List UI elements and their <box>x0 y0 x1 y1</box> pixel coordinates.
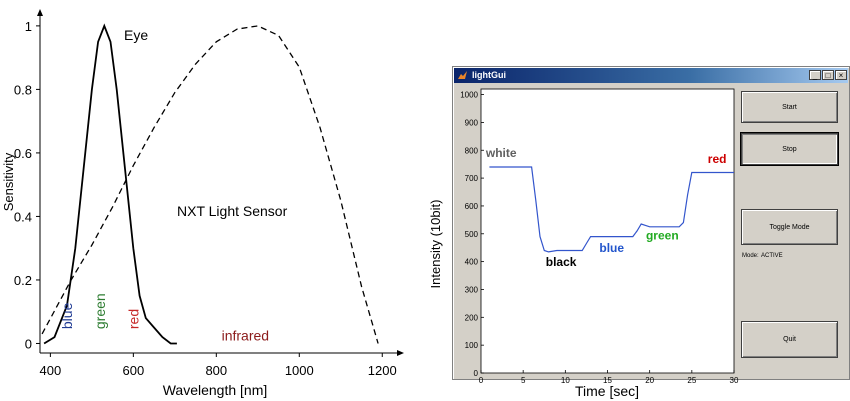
y-tick-label: 0.2 <box>14 273 32 288</box>
y-tick-label: 1 <box>25 19 32 34</box>
x-tick-label: 400 <box>40 363 62 378</box>
lightgui-window: lightGui _ □ × Start Stop Toggle Mode Mo… <box>452 66 850 380</box>
y-tick-label: 0.4 <box>14 209 32 224</box>
window-titlebar[interactable]: lightGui _ □ × <box>454 68 848 83</box>
close-button[interactable]: × <box>835 70 847 80</box>
sensitivity-chart: 400 600 800 1000 1200 0 0.2 0.4 0.6 0.8 1 blue gree… <box>1 9 404 398</box>
band-label-blue: blue <box>59 302 75 329</box>
x-tick-label: 1000 <box>285 363 314 378</box>
eye-sensitivity-line <box>43 23 177 345</box>
stop-button[interactable]: Stop <box>740 132 839 166</box>
y-tick-label: 0 <box>25 336 32 351</box>
band-label-green: green <box>92 293 108 329</box>
intensity-axis-label: Intensity (10bit) <box>428 200 443 289</box>
nxt-sensor-curve-label: NXT Light Sensor <box>177 203 288 219</box>
time-axis-label: Time [sec] <box>575 383 639 399</box>
quit-button[interactable]: Quit <box>741 321 838 358</box>
band-label-infrared: infrared <box>222 327 269 343</box>
x-tick-label: 1200 <box>368 363 397 378</box>
nxt-sensor-line <box>41 25 379 344</box>
y-tick-label: 0.8 <box>14 82 32 97</box>
minimize-button[interactable]: _ <box>809 70 821 80</box>
mode-value: ACTIVE <box>761 253 783 259</box>
sensitivity-axis-label: Sensitivity <box>1 152 16 211</box>
start-button[interactable]: Start <box>741 91 838 123</box>
toggle-mode-button[interactable]: Toggle Mode <box>741 209 838 245</box>
x-tick-label: 600 <box>122 363 144 378</box>
x-tick-label: 800 <box>205 363 227 378</box>
y-tick-label: 0.6 <box>14 146 32 161</box>
window-title: lightGui <box>472 70 506 80</box>
wavelength-axis-label: Wavelength [nm] <box>163 382 268 398</box>
band-label-red: red <box>125 309 141 329</box>
mode-label: Mode: <box>742 253 759 259</box>
matlab-app-icon <box>458 71 467 79</box>
eye-curve-label: Eye <box>124 27 148 43</box>
maximize-button[interactable]: □ <box>822 70 834 80</box>
